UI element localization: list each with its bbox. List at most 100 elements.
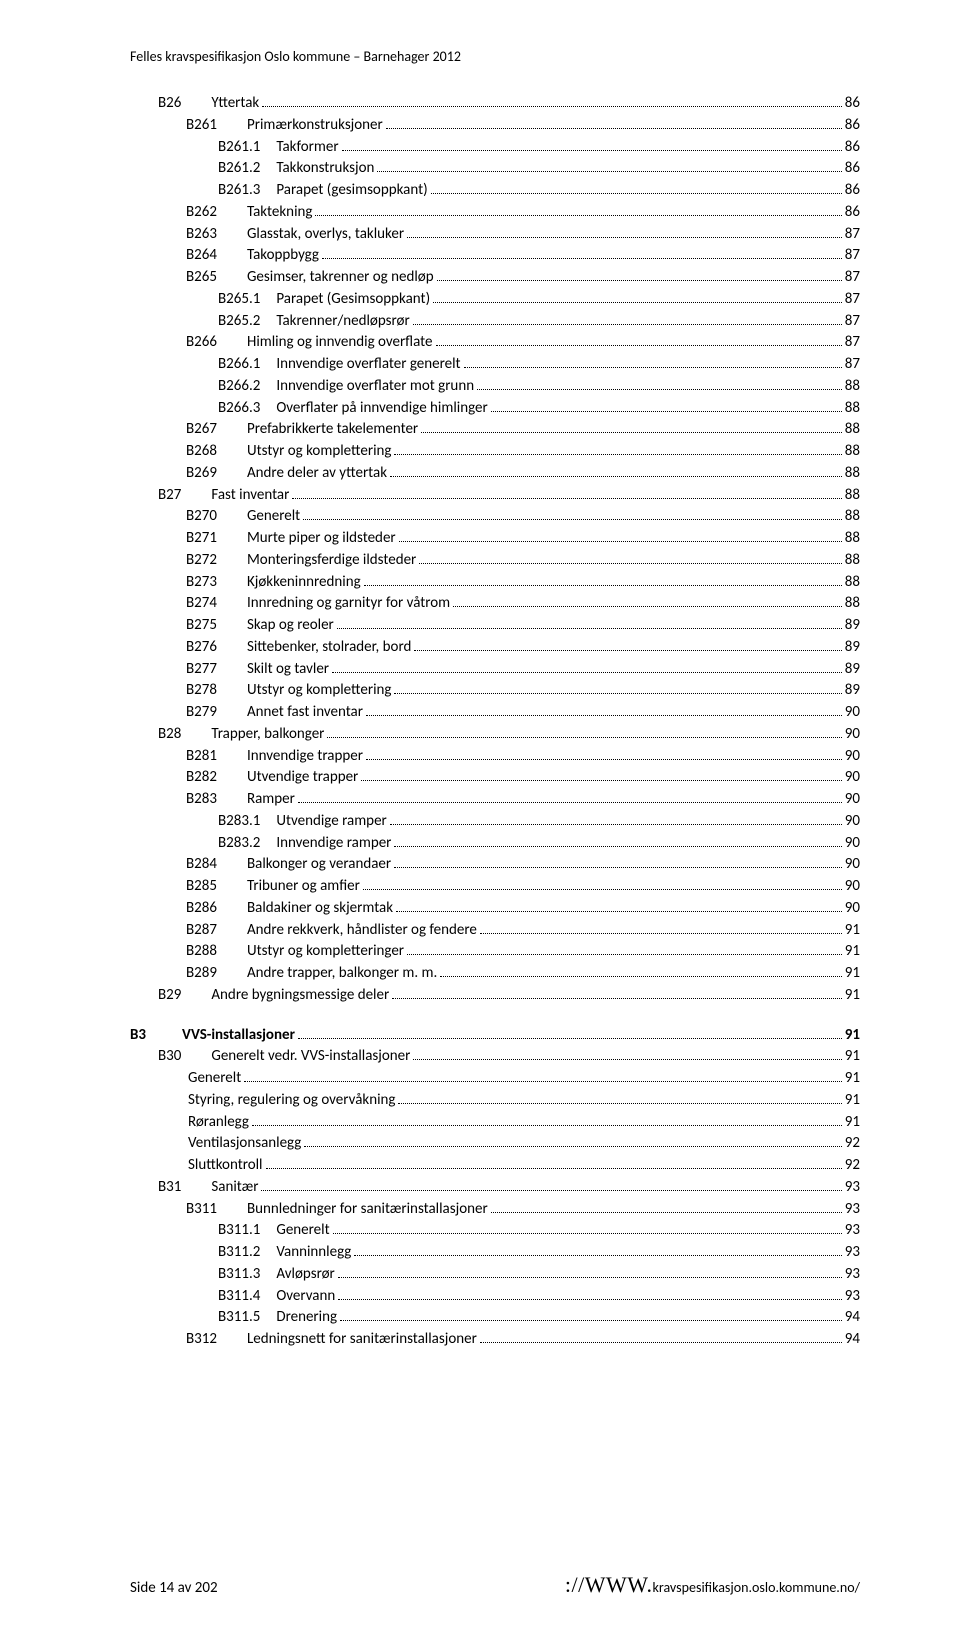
toc-entry: B311Bunnledninger for sanitærinstallasjo…	[130, 1199, 860, 1221]
toc-code: B283	[186, 789, 217, 811]
toc-entry: B268Utstyr og komplettering88	[130, 441, 860, 463]
toc-code: B279	[186, 702, 217, 724]
toc-label: Himling og innvendig overflate	[245, 332, 433, 354]
toc-code: B262	[186, 202, 217, 224]
toc-code: B271	[186, 528, 217, 550]
toc-label: Gesimser, takrenner og nedløp	[245, 267, 434, 289]
toc-entry: B264Takoppbygg87	[130, 245, 860, 267]
table-of-contents: B26Yttertak86B261Primærkonstruksjoner86B…	[130, 93, 860, 1351]
toc-leader-dots	[407, 225, 842, 237]
toc-page: 86	[845, 158, 860, 180]
toc-code: B311.1	[218, 1220, 260, 1242]
toc-label: Takkonstruksjon	[274, 158, 374, 180]
toc-page: 87	[845, 354, 860, 376]
toc-label: Takformer	[274, 137, 338, 159]
toc-label: Sanitær	[209, 1177, 258, 1199]
toc-code: B272	[186, 550, 217, 572]
toc-entry: B261.3Parapet (gesimsoppkant)86	[130, 180, 860, 202]
toc-entry: B266.3Overflater på innvendige himlinger…	[130, 398, 860, 420]
toc-entry: B269Andre deler av yttertak88	[130, 463, 860, 485]
toc-label: Bunnledninger for sanitærinstallasjoner	[245, 1199, 488, 1221]
toc-leader-dots	[464, 356, 842, 368]
toc-leader-dots	[390, 813, 842, 825]
toc-page: 86	[845, 137, 860, 159]
toc-leader-dots	[342, 138, 842, 150]
toc-leader-dots	[298, 1026, 842, 1038]
toc-code: B275	[186, 615, 217, 637]
toc-leader-dots	[377, 160, 841, 172]
toc-label: Balkonger og verandaer	[245, 854, 391, 876]
toc-page: 88	[845, 463, 860, 485]
toc-page: 89	[845, 680, 860, 702]
toc-label: Trapper, balkonger	[209, 724, 324, 746]
page-footer: Side 14 av 202 ://WWW.kravspesifikasjon.…	[130, 1572, 860, 1598]
toc-entry: B288Utstyr og kompletteringer91	[130, 941, 860, 963]
toc-page: 94	[845, 1307, 860, 1329]
footer-right: ://WWW.kravspesifikasjon.oslo.kommune.no…	[565, 1572, 860, 1598]
toc-page: 88	[845, 528, 860, 550]
toc-code: B261.3	[218, 180, 260, 202]
toc-label: Drenering	[274, 1307, 337, 1329]
toc-code: B26	[158, 93, 181, 115]
toc-label: Ramper	[245, 789, 295, 811]
toc-label: Taktekning	[245, 202, 312, 224]
toc-leader-dots	[386, 117, 842, 129]
toc-label: Utstyr og komplettering	[245, 680, 392, 702]
toc-leader-dots	[394, 856, 842, 868]
toc-entry: B29Andre bygningsmessige deler91	[130, 985, 860, 1007]
toc-page: 91	[845, 1090, 860, 1112]
toc-leader-dots	[304, 1135, 841, 1147]
toc-code: B266.3	[218, 398, 260, 420]
toc-entry: B265Gesimser, takrenner og nedløp87	[130, 267, 860, 289]
toc-entry: B287Andre rekkverk, håndlister og fender…	[130, 920, 860, 942]
toc-code: B276	[186, 637, 217, 659]
toc-entry: Ventilasjonsanlegg92	[130, 1133, 860, 1155]
toc-label: Innvendige overflater mot grunn	[274, 376, 474, 398]
toc-entry: B266Himling og innvendig overflate87	[130, 332, 860, 354]
toc-code: B261.2	[218, 158, 260, 180]
toc-page: 86	[845, 180, 860, 202]
toc-label: Skap og reoler	[245, 615, 334, 637]
toc-label: Ventilasjonsanlegg	[186, 1133, 301, 1155]
toc-leader-dots	[413, 1048, 841, 1060]
toc-code: B265.1	[218, 289, 260, 311]
toc-page: 88	[845, 593, 860, 615]
toc-page: 90	[845, 833, 860, 855]
toc-entry: B26Yttertak86	[130, 93, 860, 115]
toc-entry: B284Balkonger og verandaer90	[130, 854, 860, 876]
toc-entry: B261.1Takformer86	[130, 137, 860, 159]
toc-entry: B271Murte piper og ildsteder88	[130, 528, 860, 550]
toc-page: 88	[845, 506, 860, 528]
toc-page: 87	[845, 311, 860, 333]
toc-entry: Røranlegg91	[130, 1112, 860, 1134]
toc-leader-dots	[398, 1092, 841, 1104]
toc-entry: B278 Utstyr og komplettering 89	[130, 680, 860, 702]
toc-code: B311.3	[218, 1264, 260, 1286]
toc-leader-dots	[364, 573, 842, 585]
toc-code: B285	[186, 876, 217, 898]
toc-label: Generelt	[274, 1220, 329, 1242]
toc-page: 91	[845, 1046, 860, 1068]
toc-leader-dots	[332, 660, 842, 672]
toc-page: 87	[845, 224, 860, 246]
toc-leader-dots	[414, 639, 841, 651]
toc-code: B288	[186, 941, 217, 963]
toc-page: 90	[845, 746, 860, 768]
toc-code: B278	[186, 680, 217, 702]
toc-leader-dots	[491, 1200, 842, 1212]
toc-code: B287	[186, 920, 217, 942]
toc-leader-dots	[396, 900, 842, 912]
toc-page: 90	[845, 767, 860, 789]
toc-leader-dots	[413, 312, 842, 324]
toc-label: Innvendige overflater generelt	[274, 354, 460, 376]
toc-label: Takrenner/nedløpsrør	[274, 311, 409, 333]
toc-entry: B31Sanitær93	[130, 1177, 860, 1199]
toc-leader-dots	[431, 182, 842, 194]
toc-label: Røranlegg	[186, 1112, 249, 1134]
toc-page: 86	[845, 93, 860, 115]
toc-code: B269	[186, 463, 217, 485]
toc-leader-dots	[394, 443, 841, 455]
toc-page: 89	[845, 659, 860, 681]
toc-entry: B265.1Parapet (Gesimsoppkant)87	[130, 289, 860, 311]
toc-leader-dots	[366, 747, 842, 759]
